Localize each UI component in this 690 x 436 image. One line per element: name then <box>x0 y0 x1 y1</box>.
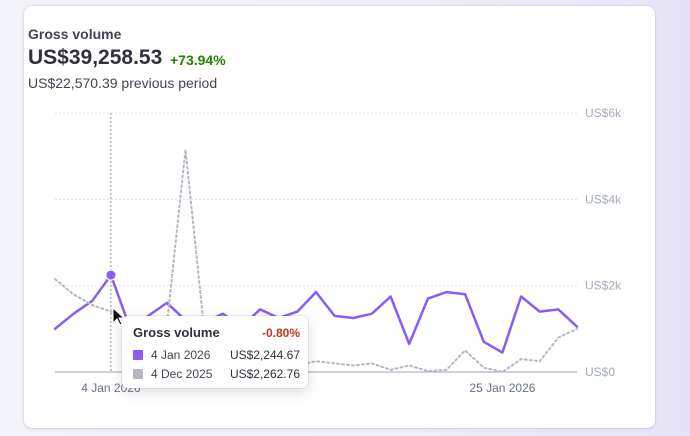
chart-tooltip: Gross volume -0.80% 4 Jan 2026 US$2,244.… <box>122 316 308 388</box>
tooltip-previous-amount: US$2,262.76 <box>229 367 300 381</box>
y-tick-label: US$0 <box>585 365 615 379</box>
tooltip-change: -0.80% <box>261 326 300 340</box>
tooltip-row-current: 4 Jan 2026 US$2,244.67 <box>133 347 300 363</box>
previous-period-text: US$22,570.39 previous period <box>28 75 218 91</box>
metric-value: US$39,258.53 <box>28 46 163 69</box>
x-tick-label: 25 Jan 2026 <box>469 381 535 395</box>
tooltip-title: Gross volume <box>133 325 220 340</box>
mouse-pointer-icon <box>112 307 126 326</box>
metric-label: Gross volume <box>28 26 122 42</box>
tooltip-current-date: 4 Jan 2026 <box>151 348 211 362</box>
metric-change-badge: +73.94% <box>170 52 226 68</box>
tooltip-row-previous: 4 Dec 2025 US$2,262.76 <box>133 366 300 382</box>
highlight-point <box>105 269 117 281</box>
y-tick-label: US$6k <box>585 106 622 120</box>
previous-series-swatch <box>133 369 143 379</box>
y-tick-label: US$2k <box>585 279 622 293</box>
current-series-swatch <box>133 350 143 360</box>
y-tick-label: US$4k <box>585 192 622 206</box>
tooltip-previous-date: 4 Dec 2025 <box>151 367 213 381</box>
tooltip-current-amount: US$2,244.67 <box>229 348 300 362</box>
